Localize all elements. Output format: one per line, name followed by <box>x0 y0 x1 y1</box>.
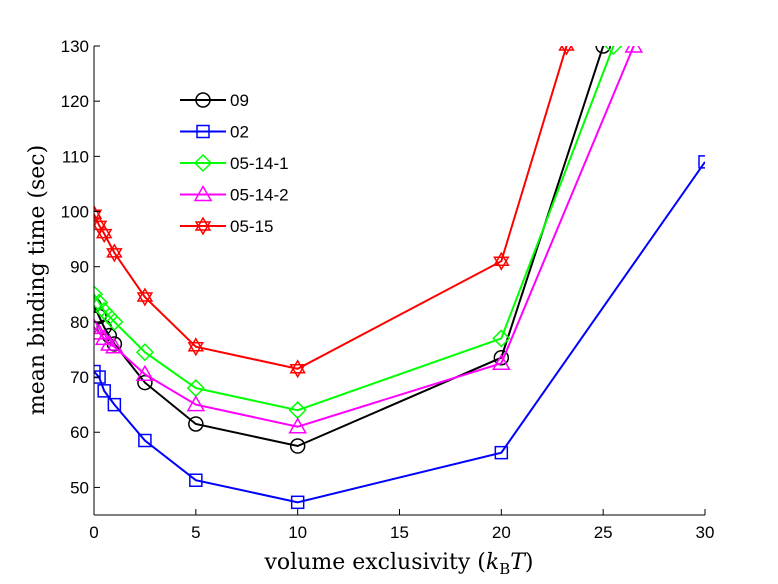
legend-entry-02: 02 <box>180 123 249 142</box>
series-line-05-14-2 <box>94 46 635 428</box>
data-point-05-15-3 <box>106 243 123 263</box>
legend-label-05-14-1: 05-14-1 <box>230 154 289 173</box>
data-point-02-1 <box>94 370 106 384</box>
x-tick-label-10: 10 <box>288 523 307 542</box>
y-axis-title: mean binding time (sec) <box>25 145 50 415</box>
x-tick-label-25: 25 <box>594 523 613 542</box>
legend-label-05-14-2: 05-14-2 <box>230 186 289 205</box>
data-point-05-15-4 <box>136 287 154 307</box>
data-point-05-14-2-9 <box>624 46 644 53</box>
legend-label-02: 02 <box>230 123 249 142</box>
data-point-09-9 <box>595 46 611 54</box>
data-point-05-14-1-4 <box>105 312 124 331</box>
y-tick-label-110: 110 <box>62 147 89 166</box>
data-point-05-14-2-7 <box>288 417 307 434</box>
legend-label-05-15: 05-15 <box>230 217 273 236</box>
y-tick-label-100: 100 <box>61 203 89 222</box>
data-point-05-14-1-5 <box>135 343 154 362</box>
data-point-09-5 <box>137 374 153 391</box>
data-point-05-15-2 <box>95 224 113 244</box>
series-line-09 <box>94 46 605 448</box>
data-point-09-6 <box>188 416 204 432</box>
y-tick-label-130: 130 <box>61 37 89 56</box>
data-point-05-14-2-3 <box>99 334 119 351</box>
y-tick-label-90: 90 <box>70 258 89 277</box>
axes-layer: 0 5 10 15 20 25 30 50 60 70 80 90 100 110 120 130 <box>61 37 715 542</box>
legend-marker-09 <box>195 92 211 108</box>
legend-entry-05-15: 05-15 <box>180 216 273 236</box>
data-point-05-14-2-4 <box>105 337 124 354</box>
data-point-05-15-5 <box>187 337 205 357</box>
y-tick-label-120: 120 <box>61 92 89 111</box>
data-point-05-15-6 <box>289 359 306 379</box>
legend-entry-05-14-1: 05-14-1 <box>180 153 289 173</box>
legend-entry-09: 09 <box>180 91 249 110</box>
data-point-02-4 <box>138 433 152 448</box>
legend-marker-05-14-1 <box>193 153 213 173</box>
data-point-05-14-1-8 <box>492 329 511 348</box>
x-tick-label-0: 0 <box>89 523 98 542</box>
x-tick-label-15: 15 <box>390 523 409 542</box>
data-point-05-15-8 <box>558 46 575 56</box>
legend: 09 02 05-14-1 05-14-2 05-15 <box>180 91 289 236</box>
data-point-05-14-1-9 <box>604 46 623 56</box>
data-point-05-14-1-1 <box>94 293 109 312</box>
legend-marker-05-14-2 <box>193 184 213 202</box>
legend-marker-05-15 <box>194 216 212 236</box>
series-layer <box>94 46 705 510</box>
data-point-05-14-1-0 <box>94 285 104 304</box>
data-point-05-15-7 <box>493 251 510 271</box>
x-axis-label: volume exclusivity (kBT) <box>264 550 534 578</box>
y-tick-label-80: 80 <box>70 313 89 332</box>
data-point-05-15-0 <box>94 204 103 224</box>
data-point-05-14-2-6 <box>186 395 206 412</box>
x-tick-label-30: 30 <box>696 523 715 542</box>
y-tick-label-50: 50 <box>70 478 89 497</box>
y-tick-label-70: 70 <box>70 368 89 387</box>
data-point-02-6 <box>290 495 305 510</box>
x-tick-label-5: 5 <box>191 523 200 542</box>
data-point-02-8 <box>698 155 705 169</box>
y-axis-label: mean binding time (sec) <box>25 145 50 415</box>
legend-marker-02 <box>196 124 210 139</box>
data-point-09-7 <box>289 438 306 454</box>
series-line-02 <box>94 161 705 504</box>
data-point-02-2 <box>97 384 111 398</box>
data-point-02-3 <box>107 397 122 412</box>
data-point-02-5 <box>189 473 203 487</box>
x-tick-label-20: 20 <box>492 523 511 542</box>
data-point-05-14-2-5 <box>135 364 155 382</box>
y-tick-label-60: 60 <box>70 423 89 442</box>
data-point-05-14-2-8 <box>492 353 511 371</box>
data-point-09-8 <box>493 349 510 366</box>
legend-entry-05-14-2: 05-14-2 <box>180 184 289 205</box>
data-point-02-7 <box>494 445 509 460</box>
legend-label-09: 09 <box>230 91 249 110</box>
